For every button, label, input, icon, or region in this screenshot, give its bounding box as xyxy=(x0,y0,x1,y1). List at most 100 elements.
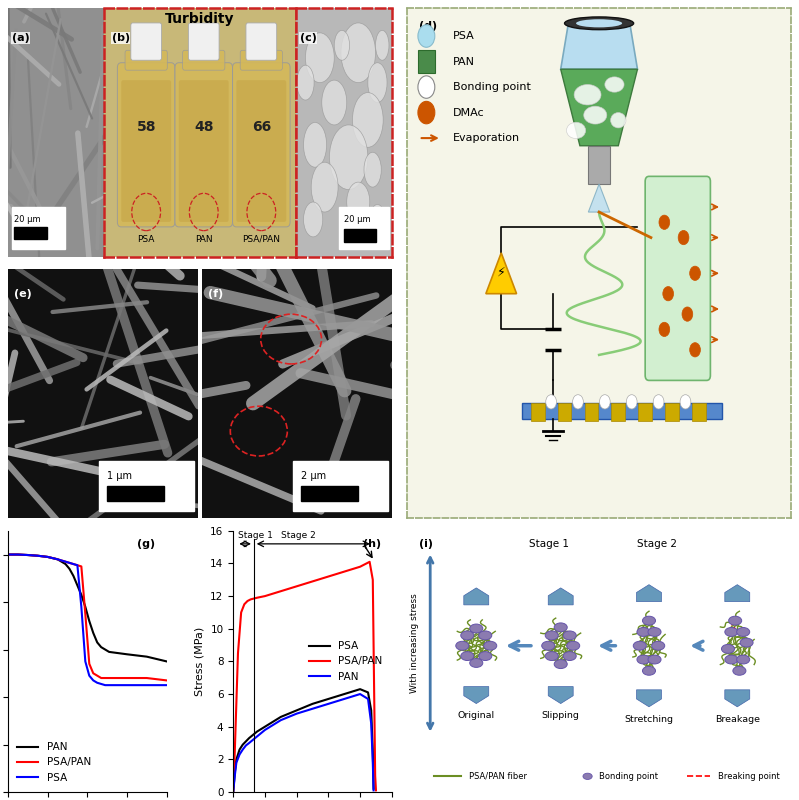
PSA/PAN xyxy=(13,550,22,559)
Circle shape xyxy=(555,623,567,632)
Legend: PSA, PSA/PAN, PAN: PSA, PSA/PAN, PAN xyxy=(305,637,387,686)
PSA xyxy=(232,754,241,764)
Text: 2 μm: 2 μm xyxy=(300,471,326,481)
FancyBboxPatch shape xyxy=(175,62,233,227)
Circle shape xyxy=(479,631,491,640)
Bar xyxy=(588,146,610,184)
PSA/PAN xyxy=(249,594,259,603)
Bar xyxy=(558,403,571,422)
Bar xyxy=(665,403,679,422)
Bar xyxy=(107,486,164,501)
PSA xyxy=(367,706,376,715)
PSA xyxy=(324,694,333,704)
Ellipse shape xyxy=(376,30,389,60)
FancyBboxPatch shape xyxy=(125,50,167,70)
Circle shape xyxy=(637,627,650,636)
PSA/PAN xyxy=(371,771,380,781)
PSA/PAN xyxy=(324,572,333,582)
Bar xyxy=(692,403,706,422)
Bar xyxy=(531,403,545,422)
PSA/PAN xyxy=(73,561,82,570)
Line: PSA: PSA xyxy=(8,554,167,685)
Text: (i): (i) xyxy=(419,538,433,549)
PAN xyxy=(73,581,82,590)
PSA/PAN xyxy=(97,674,106,683)
Text: Stage 2: Stage 2 xyxy=(280,531,316,540)
Circle shape xyxy=(563,652,576,661)
Text: PSA/PAN: PSA/PAN xyxy=(242,235,280,244)
Ellipse shape xyxy=(364,152,381,187)
Circle shape xyxy=(546,394,556,409)
PSA xyxy=(368,746,378,756)
Text: Original: Original xyxy=(458,711,495,720)
PSA/PAN xyxy=(368,575,378,585)
PSA/PAN xyxy=(3,550,13,559)
PSA/PAN xyxy=(69,559,78,569)
Bar xyxy=(344,230,376,242)
Circle shape xyxy=(725,655,738,664)
PSA/PAN xyxy=(229,787,238,797)
Text: Turbidity: Turbidity xyxy=(165,12,235,26)
PAN xyxy=(77,590,86,600)
PSA/PAN xyxy=(233,649,243,658)
Circle shape xyxy=(461,652,474,661)
PSA/PAN xyxy=(252,593,262,602)
PAN xyxy=(53,554,62,564)
Line: PSA: PSA xyxy=(233,689,374,792)
PSA/PAN xyxy=(57,556,66,566)
Line: PSA/PAN: PSA/PAN xyxy=(8,554,167,680)
PAN xyxy=(324,699,333,709)
Circle shape xyxy=(634,642,646,650)
PAN xyxy=(276,715,285,725)
FancyBboxPatch shape xyxy=(339,207,389,250)
Circle shape xyxy=(545,652,559,661)
PSA xyxy=(33,551,42,561)
Circle shape xyxy=(663,286,674,301)
FancyArrow shape xyxy=(548,686,573,703)
Text: Stage 2: Stage 2 xyxy=(637,538,677,549)
Circle shape xyxy=(659,215,670,230)
Text: (a): (a) xyxy=(12,33,30,43)
Circle shape xyxy=(418,25,435,47)
PSA/PAN xyxy=(340,567,349,577)
PSA/PAN xyxy=(85,659,94,669)
PSA xyxy=(13,550,22,559)
PAN xyxy=(142,652,152,662)
FancyBboxPatch shape xyxy=(117,62,175,227)
Bar xyxy=(585,403,598,422)
PSA/PAN xyxy=(243,596,252,606)
FancyBboxPatch shape xyxy=(131,23,161,60)
PAN xyxy=(33,551,42,561)
Bar xyxy=(638,403,652,422)
PSA xyxy=(65,558,74,568)
Ellipse shape xyxy=(304,122,327,167)
Ellipse shape xyxy=(566,122,586,138)
Circle shape xyxy=(737,655,749,664)
Legend: PAN, PSA/PAN, PSA: PAN, PSA/PAN, PSA xyxy=(14,738,95,786)
PSA xyxy=(276,712,285,722)
FancyBboxPatch shape xyxy=(99,461,194,510)
Text: (f): (f) xyxy=(208,290,223,299)
Text: Evaporation: Evaporation xyxy=(453,133,520,143)
Circle shape xyxy=(729,616,741,625)
Text: 20 μm: 20 μm xyxy=(344,215,371,225)
PSA xyxy=(69,559,78,569)
PAN xyxy=(89,628,98,638)
Polygon shape xyxy=(588,184,610,212)
PSA/PAN xyxy=(292,582,301,591)
Ellipse shape xyxy=(605,77,624,92)
PAN xyxy=(292,709,301,718)
Ellipse shape xyxy=(329,125,368,190)
PSA xyxy=(252,726,262,736)
PAN xyxy=(368,758,378,767)
Circle shape xyxy=(542,642,555,650)
Text: 20 μm: 20 μm xyxy=(14,215,41,225)
Text: PSA: PSA xyxy=(453,31,475,41)
PAN xyxy=(235,750,244,759)
PSA xyxy=(53,554,62,564)
Polygon shape xyxy=(561,23,638,70)
Ellipse shape xyxy=(304,202,323,237)
Circle shape xyxy=(483,642,497,650)
Text: (c): (c) xyxy=(300,33,316,43)
Circle shape xyxy=(680,394,691,409)
